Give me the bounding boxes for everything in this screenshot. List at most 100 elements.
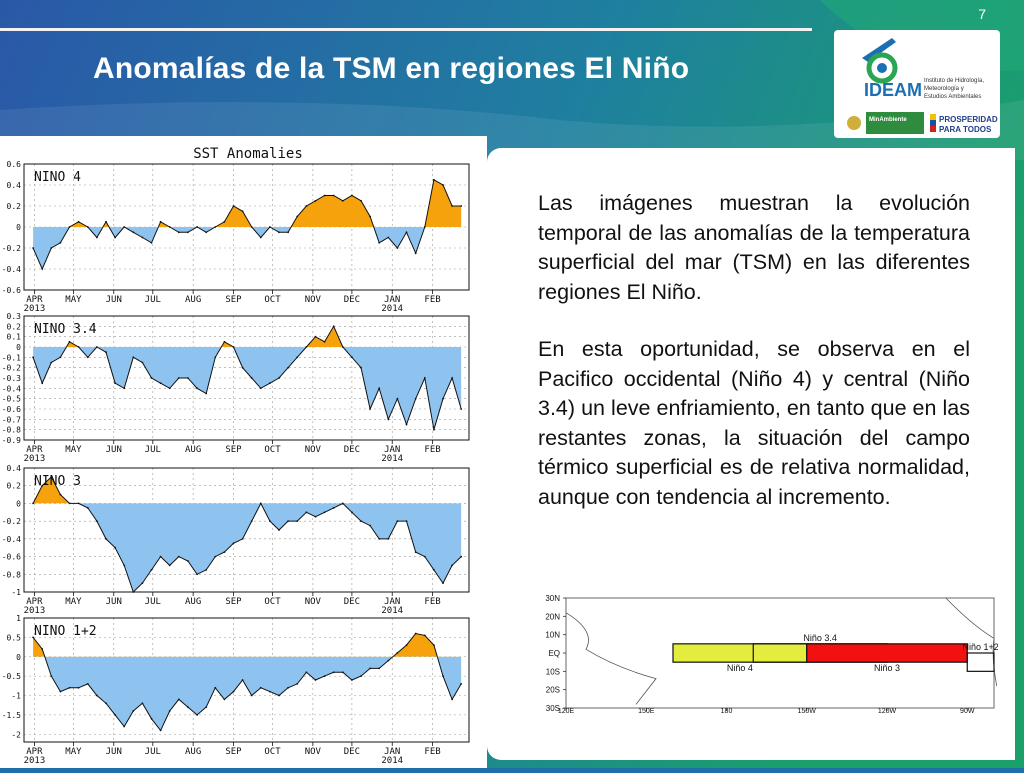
data-point xyxy=(378,387,381,390)
lat-label: 30N xyxy=(545,594,560,603)
ideam-subtitle-3: Estudios Ambientales xyxy=(924,94,981,100)
data-point xyxy=(387,659,390,662)
data-point xyxy=(205,706,208,708)
series-line xyxy=(32,179,462,271)
y-tick-label: -1 xyxy=(11,692,21,701)
x-tick-label: DEC xyxy=(344,445,360,455)
x-tick-label: OCT xyxy=(264,445,281,455)
data-point xyxy=(433,644,435,646)
data-point xyxy=(296,356,299,359)
y-tick-label: -0.9 xyxy=(2,436,21,445)
data-point xyxy=(296,215,299,218)
data-point xyxy=(332,671,335,674)
data-point xyxy=(41,382,44,385)
lon-label: 150W xyxy=(798,708,817,714)
data-point xyxy=(86,356,89,359)
data-point xyxy=(123,226,126,228)
data-point xyxy=(123,387,126,390)
nino-regions-map: 30N 20N 10N EQ 10S 20S 30S 120E 150E 180 150W 120W 9… xyxy=(524,590,998,715)
data-point xyxy=(323,194,326,197)
ideam-subtitle-1: Instituto de Hidrología, xyxy=(924,78,984,84)
data-point xyxy=(351,356,353,359)
y-tick-label: 1 xyxy=(16,614,21,623)
data-point xyxy=(387,538,390,540)
data-point xyxy=(250,694,253,697)
region-box xyxy=(806,643,968,663)
data-point xyxy=(232,690,235,693)
year-label: 2013 xyxy=(24,304,46,314)
data-point xyxy=(196,226,199,228)
data-point xyxy=(123,564,126,567)
y-tick-label: 0.5 xyxy=(7,633,22,642)
slide-number: 7 xyxy=(978,6,986,22)
series-line xyxy=(32,632,462,732)
data-point xyxy=(214,555,217,558)
data-point xyxy=(96,694,98,697)
x-tick-label: OCT xyxy=(264,747,281,757)
data-point xyxy=(150,377,153,379)
lat-label: 10S xyxy=(546,667,560,676)
x-tick-label: NOV xyxy=(305,597,322,607)
x-tick-label: JAN xyxy=(384,747,400,757)
data-point xyxy=(32,502,34,505)
data-point xyxy=(96,346,98,348)
data-point xyxy=(168,710,171,712)
data-point xyxy=(159,555,162,558)
data-point xyxy=(105,538,107,540)
data-point xyxy=(196,387,199,390)
data-point xyxy=(223,698,226,701)
data-point xyxy=(214,356,217,359)
asia-coastline xyxy=(565,612,657,705)
data-point xyxy=(278,377,280,379)
series-line xyxy=(32,476,462,593)
data-point xyxy=(214,226,217,228)
negative-anomaly-area xyxy=(33,503,462,592)
data-point xyxy=(59,690,62,693)
data-point xyxy=(214,686,217,689)
data-point xyxy=(159,220,162,223)
data-point xyxy=(96,236,98,239)
y-tick-label: -0.8 xyxy=(2,426,21,435)
data-point xyxy=(396,247,399,249)
data-point xyxy=(159,729,162,732)
data-point xyxy=(259,387,262,390)
data-point xyxy=(433,428,435,431)
data-point xyxy=(123,725,126,728)
y-tick-label: 0.1 xyxy=(7,333,22,342)
lon-label: 120W xyxy=(878,708,897,714)
x-tick-label: MAY xyxy=(65,747,82,757)
y-tick-label: -0.6 xyxy=(2,405,21,414)
data-point xyxy=(159,382,162,385)
lon-label: 120E xyxy=(558,708,575,714)
data-point xyxy=(351,679,353,681)
x-tick-label: JUL xyxy=(145,445,161,455)
data-point xyxy=(68,686,71,689)
data-point xyxy=(114,714,116,716)
data-point xyxy=(168,387,171,390)
y-tick-label: 0 xyxy=(16,499,21,508)
data-point xyxy=(141,702,144,705)
x-tick-label: DEC xyxy=(344,747,360,757)
chart-frame xyxy=(23,467,470,593)
data-point xyxy=(278,529,280,531)
x-tick-label: JUN xyxy=(106,445,122,455)
colombia-seal-icon xyxy=(847,116,861,130)
x-tick-label: MAY xyxy=(65,445,82,455)
x-tick-label: JUL xyxy=(145,747,161,757)
chart-frame xyxy=(23,315,470,441)
data-point xyxy=(250,377,253,379)
data-point xyxy=(105,351,107,354)
y-tick-label: 0.6 xyxy=(7,160,22,169)
y-tick-label: 0.2 xyxy=(7,482,22,491)
description-paragraph-1: Las imágenes muestran la evolución tempo… xyxy=(538,191,970,304)
x-tick-label: SEP xyxy=(225,747,242,757)
data-point xyxy=(241,366,244,369)
year-label: 2014 xyxy=(381,606,403,616)
data-point xyxy=(405,644,408,646)
data-point xyxy=(360,199,362,202)
data-point xyxy=(105,220,107,223)
data-point xyxy=(341,346,344,348)
data-point xyxy=(177,555,180,558)
data-point xyxy=(369,667,371,670)
